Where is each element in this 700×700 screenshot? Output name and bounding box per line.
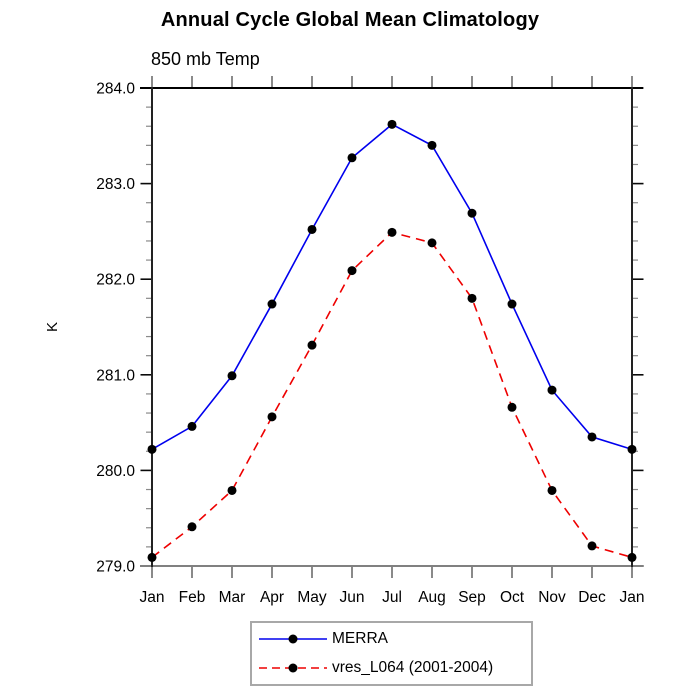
data-point-vres-10-nov [547, 485, 557, 495]
legend-vres-label: vres_L064 (2001-2004) [332, 659, 494, 676]
data-point-merra-3-apr [267, 299, 277, 309]
series-line-vres [151, 231, 633, 559]
x-axis-tick-label-10: Nov [538, 589, 566, 606]
data-point-merra-9-oct [507, 299, 517, 309]
data-point-merra-4-may [307, 224, 317, 234]
x-axis-tick-label-0: Jan [140, 589, 165, 606]
legend-merra-label: MERRA [332, 630, 388, 647]
x-axis-tick-label-9: Oct [500, 589, 525, 606]
y-axis-tick-label: 282.0 [96, 272, 135, 289]
chart-subtitle: 850 mb Temp [151, 49, 260, 69]
data-point-merra-11-dec [587, 432, 597, 442]
x-axis-tick-label-4: May [297, 589, 327, 606]
data-point-vres-12-jan [627, 552, 637, 562]
x-axis-tick-label-12: Jan [620, 589, 645, 606]
legend-merra-line-sample [259, 634, 327, 644]
data-point-vres-11-dec [587, 541, 597, 551]
x-axis-tick-label-6: Jul [382, 589, 402, 606]
y-axis-tick-label: 281.0 [96, 367, 135, 384]
data-point-merra-10-nov [547, 385, 557, 395]
legend-vres-marker [288, 663, 298, 673]
x-axis-tick-label-2: Mar [219, 589, 246, 606]
legend-item-merra: MERRA [256, 625, 531, 654]
data-point-vres-7-aug [427, 238, 437, 248]
data-point-vres-9-oct [507, 402, 517, 412]
legend-vres-line-sample [259, 663, 327, 673]
data-point-merra-1-feb [187, 421, 197, 431]
data-point-merra-12-jan [627, 444, 637, 454]
series-line-merra [151, 123, 633, 451]
data-point-vres-5-jun [347, 266, 357, 276]
data-point-vres-8-sep [467, 293, 477, 303]
y-axis-title: K [44, 322, 61, 332]
legend: MERRA vres_L064 (2001-2004) [250, 621, 533, 686]
data-point-vres-4-may [307, 340, 317, 350]
legend-item-vres: vres_L064 (2001-2004) [256, 654, 531, 683]
data-point-vres-2-mar [227, 485, 237, 495]
x-axis-tick-label-8: Sep [458, 589, 486, 606]
x-axis-tick-label-3: Apr [260, 589, 284, 606]
chart-title: Annual Cycle Global Mean Climatology [160, 9, 540, 31]
data-point-merra-8-sep [467, 208, 477, 218]
y-axis-tick-label: 279.0 [96, 559, 135, 576]
data-point-merra-7-aug [427, 140, 437, 150]
y-axis-tick-label: 280.0 [96, 463, 135, 480]
x-axis-tick-label-1: Feb [179, 589, 206, 606]
x-axis-tick-label-7: Aug [418, 589, 446, 606]
data-point-vres-0-jan [147, 552, 157, 562]
data-point-vres-3-apr [267, 412, 277, 422]
data-point-merra-6-jul [387, 119, 397, 129]
data-point-merra-0-jan [147, 444, 157, 454]
data-point-vres-1-feb [187, 522, 197, 532]
y-axis-tick-label: 284.0 [96, 81, 135, 98]
x-axis-tick-label-11: Dec [578, 589, 606, 606]
data-point-merra-2-mar [227, 371, 237, 381]
legend-merra-marker [288, 634, 298, 644]
x-axis-tick-label-5: Jun [340, 589, 365, 606]
data-point-vres-6-jul [387, 227, 397, 237]
data-point-merra-5-jun [347, 153, 357, 163]
y-axis-tick-label: 283.0 [96, 176, 135, 193]
